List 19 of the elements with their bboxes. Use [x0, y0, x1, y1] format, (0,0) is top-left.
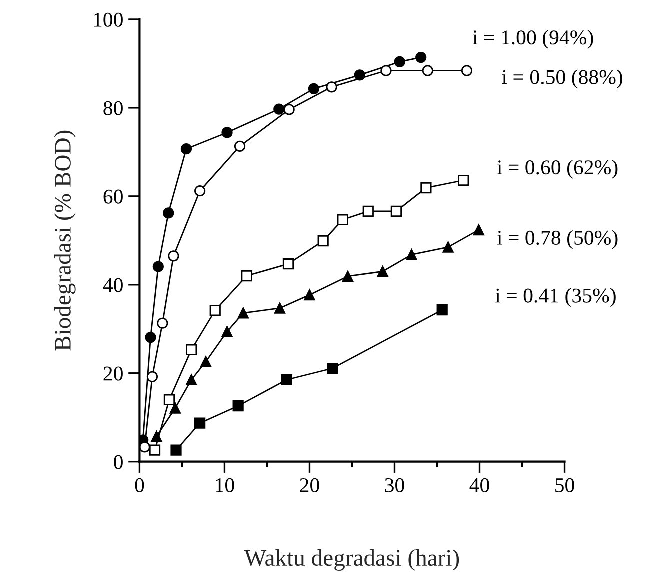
text: i = 1.00 (94%) — [472, 30, 594, 49]
y-tick-label: 20 — [104, 366, 123, 381]
y-tick-label: 0 — [114, 455, 123, 470]
series-label: i = 0.60 (62%) — [497, 160, 618, 179]
x-tick-label: 40 — [470, 478, 490, 492]
x-tick-label: 20 — [300, 478, 320, 492]
y-axis-title: Biodegradasi (% BOD) — [54, 130, 76, 351]
series-label: i = 0.50 (88%) — [502, 70, 622, 89]
y-tick-label: 100 — [94, 12, 123, 27]
series-label: i = 0.78 (50%) — [497, 230, 618, 250]
x-tick-label: 50 — [556, 478, 574, 492]
y-tick-label: 40 — [103, 278, 123, 292]
y-tick-label: 60 — [104, 190, 123, 204]
x-tick-label: 30 — [385, 478, 404, 492]
y-tick-label: 80 — [104, 101, 123, 116]
text: i = 0.41 (35%) — [496, 288, 616, 308]
x-tick-label: 10 — [216, 478, 234, 492]
x-axis-title: Waktu degradasi (hari) — [244, 549, 460, 571]
x-tick-label: 0 — [135, 478, 144, 492]
